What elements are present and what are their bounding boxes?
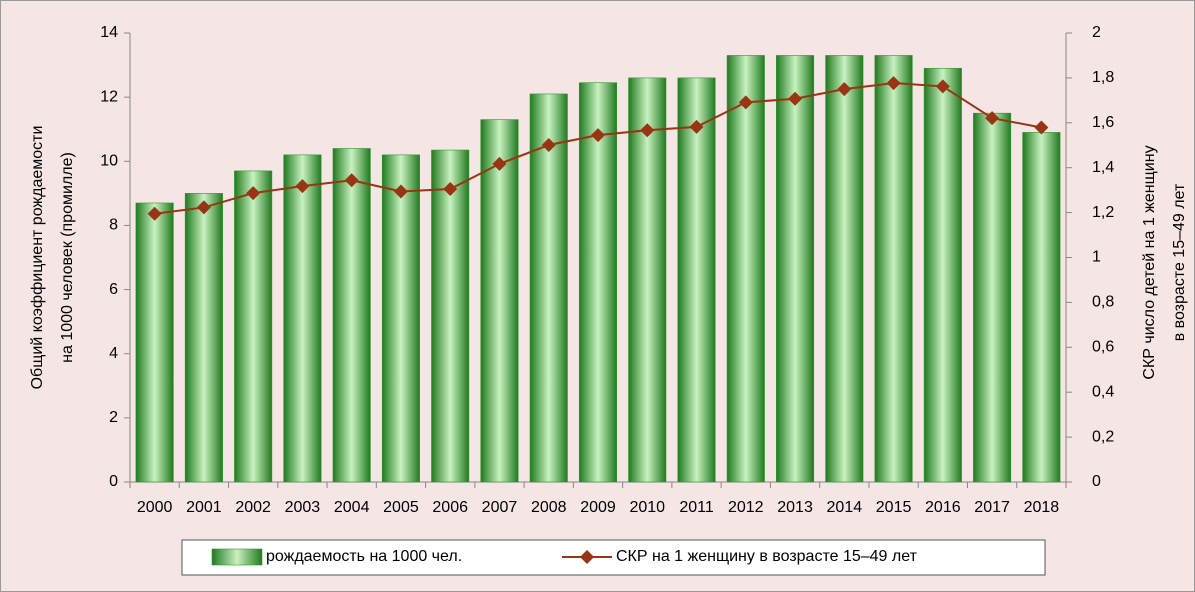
bar — [726, 55, 765, 483]
x-tick-label: 2009 — [580, 499, 616, 516]
y2-tick-label: 0,8 — [1092, 294, 1114, 311]
legend-label: рождаемость на 1000 чел. — [266, 548, 462, 565]
marker — [443, 182, 458, 197]
x-tick-label: 2001 — [186, 499, 222, 516]
y-axis-title: на 1000 человек (промилле) — [59, 152, 76, 363]
bar — [677, 77, 716, 483]
x-tick-label: 2015 — [876, 499, 912, 516]
y-tick-label: 6 — [109, 281, 118, 298]
bar — [1022, 132, 1061, 483]
marker — [541, 138, 556, 153]
y-tick-label: 4 — [109, 345, 118, 362]
bar — [874, 55, 913, 483]
y2-tick-label: 1 — [1092, 249, 1101, 266]
marker — [492, 156, 507, 171]
y2-tick-label: 0,2 — [1092, 428, 1114, 445]
y2-tick-label: 0,4 — [1092, 383, 1114, 400]
x-tick-label: 2008 — [531, 499, 567, 516]
bar — [825, 55, 864, 483]
x-tick-label: 2010 — [629, 499, 665, 516]
legend-marker — [580, 550, 594, 564]
x-tick-label: 2014 — [827, 499, 863, 516]
y2-tick-label: 2 — [1092, 24, 1101, 41]
marker — [985, 111, 1000, 126]
x-tick-label: 2004 — [334, 499, 370, 516]
marker — [788, 91, 803, 106]
marker — [689, 119, 704, 134]
x-tick-label: 2006 — [432, 499, 468, 516]
y-tick-label: 8 — [109, 217, 118, 234]
bar — [431, 149, 470, 483]
y-tick-label: 14 — [100, 24, 118, 41]
y-tick-label: 0 — [109, 473, 118, 490]
marker — [295, 179, 310, 194]
y2-tick-label: 1,2 — [1092, 204, 1114, 221]
marker — [837, 82, 852, 97]
marker — [1034, 120, 1049, 135]
y2-tick-label: 0 — [1092, 473, 1101, 490]
bar — [480, 119, 519, 483]
bar — [283, 154, 322, 483]
y-tick-label: 12 — [100, 88, 118, 105]
bar — [135, 202, 174, 483]
legend-swatch — [211, 548, 263, 566]
y-axis-title: Общий коэффициент рождаемости — [29, 126, 46, 390]
y-tick-label: 10 — [100, 153, 118, 170]
legend-label: СКР на 1 женщину в возрасте 15–49 лет — [616, 548, 918, 565]
y2-tick-label: 1,8 — [1092, 69, 1114, 86]
x-tick-label: 2003 — [285, 499, 321, 516]
legend-box — [181, 539, 1046, 576]
bar — [923, 67, 962, 483]
marker — [640, 123, 655, 138]
marker — [196, 200, 211, 215]
x-tick-label: 2002 — [235, 499, 271, 516]
marker — [246, 186, 261, 201]
x-tick-label: 2016 — [925, 499, 961, 516]
x-tick-label: 2005 — [383, 499, 419, 516]
marker — [147, 206, 162, 221]
y2-tick-label: 0,6 — [1092, 339, 1114, 356]
y2-axis-title: СКР число детей на 1 женщину — [1141, 145, 1158, 379]
x-tick-label: 2000 — [137, 499, 173, 516]
marker — [591, 128, 605, 143]
y2-tick-label: 1,4 — [1092, 159, 1114, 176]
bar — [529, 93, 568, 483]
bar — [578, 82, 618, 483]
x-tick-label: 2017 — [974, 499, 1010, 516]
bar — [234, 170, 273, 483]
bar — [973, 112, 1012, 483]
bar — [381, 154, 420, 483]
x-tick-label: 2013 — [777, 499, 813, 516]
marker — [344, 173, 359, 188]
bar — [332, 148, 371, 483]
x-tick-label: 2012 — [728, 499, 764, 516]
bar — [184, 193, 223, 483]
x-tick-label: 2018 — [1024, 499, 1060, 516]
y2-axis-title: в возрасте 15–49 лет — [1171, 183, 1188, 341]
marker — [886, 76, 901, 91]
x-tick-label: 2007 — [482, 499, 518, 516]
marker — [393, 184, 408, 199]
bar — [628, 77, 667, 483]
y-tick-label: 2 — [109, 409, 118, 426]
x-tick-label: 2011 — [679, 499, 714, 516]
bar — [776, 55, 815, 483]
marker — [935, 79, 950, 94]
marker — [738, 95, 753, 110]
y2-tick-label: 1,6 — [1092, 114, 1114, 131]
